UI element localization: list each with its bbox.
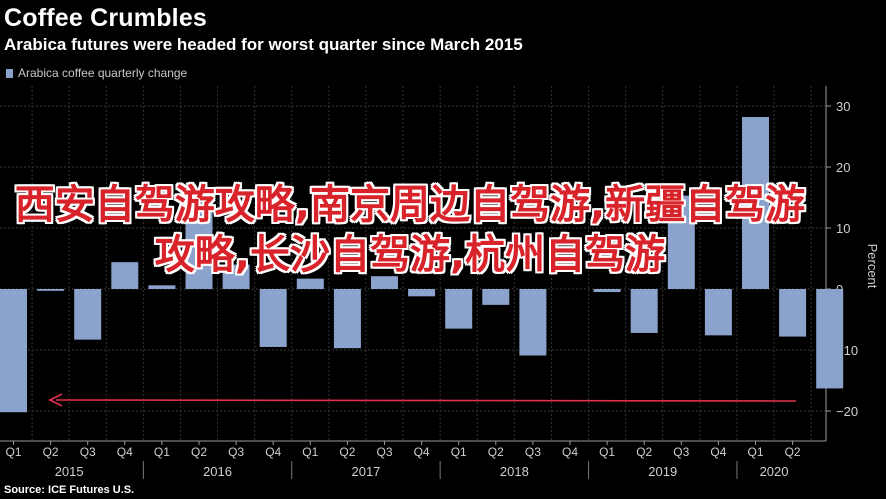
bar — [74, 289, 102, 340]
bar — [667, 195, 695, 289]
bar — [259, 289, 287, 347]
legend-swatch — [6, 68, 13, 78]
bar — [296, 278, 324, 289]
year-label: 2015 — [55, 464, 84, 479]
y-tick-label: 10 — [836, 221, 850, 236]
y-axis-label: Percent — [865, 244, 880, 289]
year-label: 2020 — [760, 464, 789, 479]
bar — [519, 289, 547, 356]
bar — [445, 289, 473, 329]
x-tick-label: Q1 — [5, 445, 21, 459]
x-tick-label: Q4 — [117, 445, 133, 459]
y-tick-label: 20 — [836, 160, 850, 175]
x-tick-label: Q2 — [488, 445, 504, 459]
x-tick-label: Q3 — [228, 445, 244, 459]
x-tick-label: Q4 — [562, 445, 578, 459]
x-tick-label: Q3 — [376, 445, 392, 459]
bar — [704, 289, 732, 336]
chart-title: Coffee Crumbles — [4, 4, 208, 32]
y-tick-label: 30 — [836, 99, 850, 114]
bar — [111, 262, 139, 289]
x-tick-label: Q1 — [599, 445, 615, 459]
x-tick-label: Q4 — [414, 445, 430, 459]
bar — [630, 289, 658, 333]
x-tick-label: Q1 — [154, 445, 170, 459]
bar — [593, 289, 621, 293]
year-label: 2018 — [500, 464, 529, 479]
bar — [148, 285, 176, 289]
x-tick-label: Q4 — [710, 445, 726, 459]
legend-label: Arabica coffee quarterly change — [18, 66, 188, 80]
bar — [371, 276, 398, 289]
legend: Arabica coffee quarterly change — [6, 66, 187, 80]
x-tick-label: Q2 — [785, 445, 801, 459]
chart-subtitle: Arabica futures were headed for worst qu… — [4, 35, 523, 54]
x-tick-label: Q1 — [747, 445, 763, 459]
bar — [222, 264, 250, 289]
bar — [779, 289, 807, 337]
x-tick-label: Q2 — [339, 445, 355, 459]
y-tick-label: −20 — [836, 404, 858, 419]
x-tick-label: Q2 — [43, 445, 59, 459]
bar — [816, 289, 844, 389]
x-tick-label: Q2 — [191, 445, 207, 459]
bar — [333, 289, 361, 349]
x-tick-label: Q2 — [636, 445, 652, 459]
x-tick-label: Q1 — [451, 445, 467, 459]
x-tick-label: Q1 — [302, 445, 318, 459]
bar — [408, 289, 436, 297]
bar — [742, 116, 769, 289]
bar — [185, 202, 213, 289]
year-label: 2017 — [351, 464, 380, 479]
year-label: 2019 — [648, 464, 677, 479]
annotation-arrow — [55, 399, 797, 402]
bar — [482, 289, 510, 305]
x-tick-label: Q3 — [525, 445, 541, 459]
year-label: 2016 — [203, 464, 232, 479]
x-tick-label: Q3 — [673, 445, 689, 459]
bar — [0, 289, 27, 413]
x-tick-label: Q4 — [265, 445, 281, 459]
x-tick-label: Q3 — [80, 445, 96, 459]
annotation-arrowhead — [48, 393, 63, 407]
overlay-text: 西安自驾游攻略,南京周边自驾游,新疆自驾游攻略,长沙自驾游,杭州自驾游 — [14, 182, 806, 278]
source-note: Source: ICE Futures U.S. — [4, 484, 135, 496]
bar — [37, 289, 65, 291]
